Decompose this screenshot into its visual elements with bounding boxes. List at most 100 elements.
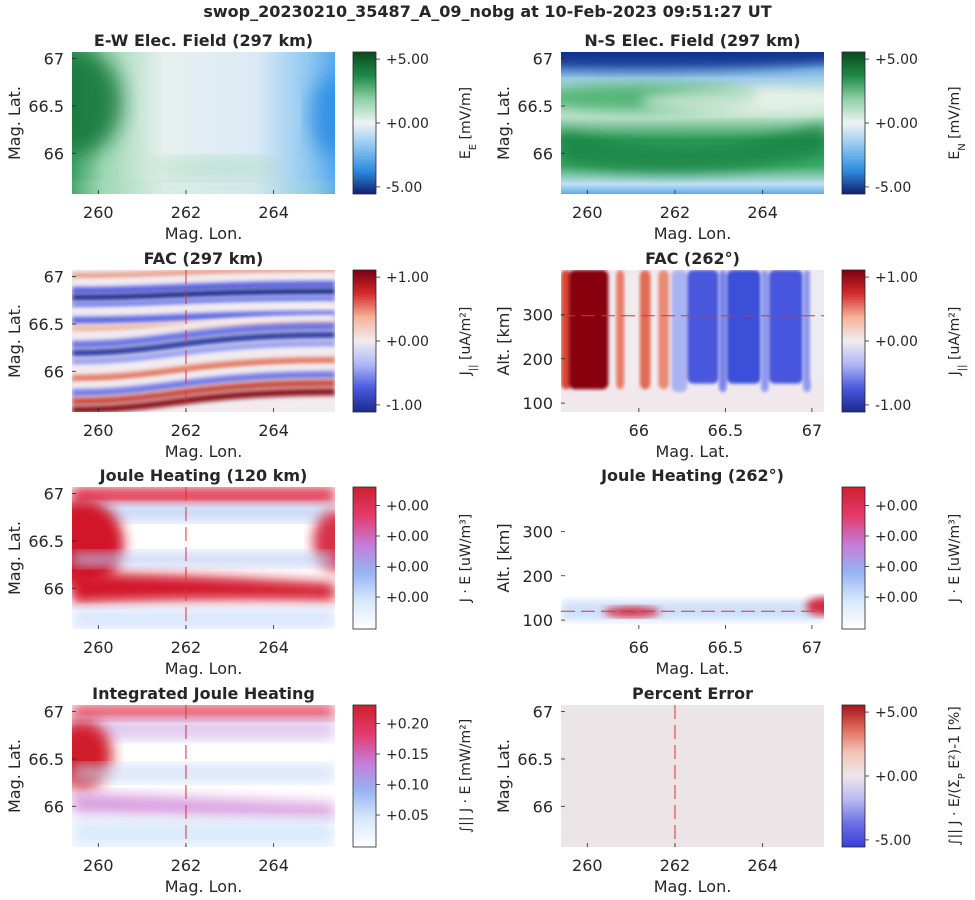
y-tick-label: 66.5	[28, 532, 64, 551]
x-tick-label: 264	[258, 856, 289, 875]
colorbar-tick-label: +0.00	[386, 560, 429, 576]
y-tick-label: 66.5	[28, 750, 64, 769]
heatmap	[72, 52, 335, 194]
colorbar-tick-label: +0.00	[386, 529, 429, 545]
panel-title: Integrated Joule Heating	[92, 684, 315, 703]
colorbar	[841, 486, 866, 630]
colorbar-tick-label: +0.00	[875, 116, 918, 132]
y-tick-label: 66.5	[28, 315, 64, 334]
x-axis-label: Mag. Lon.	[165, 442, 243, 461]
colorbar-label: EN [mV/m]	[947, 86, 968, 159]
colorbar-tick-label: -1.00	[386, 398, 422, 414]
y-tick-label: 100	[522, 394, 553, 413]
colorbar-tick-label: +5.00	[875, 52, 918, 68]
x-tick-label: 67	[802, 638, 822, 657]
colorbar-tick-label: +0.15	[386, 747, 429, 763]
colorbar-tick-label: +5.00	[386, 52, 429, 68]
colorbar	[841, 51, 866, 195]
x-axis-label: Mag. Lat.	[655, 442, 729, 461]
y-tick-label: 67	[44, 268, 64, 287]
y-tick-label: 66.5	[517, 97, 553, 116]
heatmap	[561, 705, 824, 847]
colorbar	[352, 269, 377, 413]
x-tick-label: 264	[747, 203, 778, 222]
colorbar-tick-label: +0.00	[875, 769, 918, 785]
panel-title: Percent Error	[632, 684, 753, 703]
y-tick-label: 200	[522, 567, 553, 586]
panel-joule-horiz: Joule Heating (120 km) 260 262 264 67 66.5 66 M…	[5, 466, 474, 678]
colorbar	[841, 704, 866, 848]
x-axis-label: Mag. Lon.	[654, 877, 732, 896]
colorbar-tick-label: +0.00	[386, 498, 429, 514]
y-tick-label: 67	[44, 703, 64, 722]
heatmap	[561, 52, 824, 194]
x-tick-label: 264	[258, 421, 289, 440]
colorbar-label: EE [mV/m]	[458, 87, 479, 159]
figure-suptitle: swop_20230210_35487_A_09_nobg at 10-Feb-…	[203, 2, 772, 21]
x-tick-label: 262	[171, 421, 202, 440]
panel-joule-vert: Joule Heating (262°) 66 66.5 67 300 200 100 Mag…	[494, 466, 963, 678]
colorbar-tick-label: +0.00	[875, 334, 918, 350]
colorbar-tick-label: +0.00	[875, 529, 918, 545]
y-tick-label: 67	[533, 50, 553, 69]
x-axis-label: Mag. Lon.	[165, 877, 243, 896]
colorbar-label: J|| [uA/m²]	[458, 307, 479, 377]
x-tick-label: 260	[83, 856, 114, 875]
y-axis-label: Mag. Lat.	[5, 739, 24, 813]
colorbar	[352, 704, 377, 848]
colorbar-label: J · E [uW/m³]	[947, 514, 963, 603]
panel-title: FAC (262°)	[645, 249, 740, 268]
x-tick-label: 264	[747, 856, 778, 875]
panel-ew-field: E-W Elec. Field (297 km) 260 262 264 67 66.5 6…	[5, 31, 479, 243]
x-axis-label: Mag. Lat.	[655, 659, 729, 678]
x-tick-label: 264	[258, 638, 289, 657]
y-axis-label: Mag. Lat.	[494, 86, 513, 160]
panel-title: N-S Elec. Field (297 km)	[584, 31, 800, 50]
y-tick-label: 67	[44, 50, 64, 69]
panel-percent-error: Percent Error 260 262 264 67 66.5 66 Mag. Lon. M…	[494, 684, 968, 896]
colorbar-tick-label: +1.00	[386, 270, 429, 286]
y-axis-label: Alt. [km]	[494, 523, 513, 592]
colorbar-tick-label: +0.00	[875, 498, 918, 514]
colorbar-tick-label: +0.05	[386, 808, 429, 824]
colorbar-tick-label: +0.00	[875, 560, 918, 576]
panel-title: E-W Elec. Field (297 km)	[94, 31, 313, 50]
y-tick-label: 66	[44, 362, 64, 381]
panel-title: Joule Heating (120 km)	[99, 466, 308, 485]
x-tick-label: 262	[660, 856, 691, 875]
y-axis-label: Mag. Lat.	[5, 86, 24, 160]
x-tick-label: 260	[83, 638, 114, 657]
x-tick-label: 260	[83, 421, 114, 440]
y-tick-label: 100	[522, 611, 553, 630]
y-axis-label: Mag. Lat.	[5, 304, 24, 378]
x-tick-label: 262	[171, 203, 202, 222]
x-axis-label: Mag. Lon.	[165, 224, 243, 243]
colorbar	[841, 269, 866, 413]
panel-fac-vert: FAC (262°) 66 66.5 67 300 200 100 Mag. Lat. Alt.…	[494, 249, 968, 461]
x-tick-label: 66	[629, 638, 649, 657]
y-tick-label: 66.5	[28, 97, 64, 116]
heatmap	[72, 487, 335, 629]
y-tick-label: 66	[44, 144, 64, 163]
heatmap	[561, 487, 824, 629]
colorbar-tick-label: -5.00	[875, 833, 911, 849]
colorbar-tick-label: -5.00	[875, 180, 911, 196]
x-tick-label: 264	[258, 203, 289, 222]
y-tick-label: 66	[533, 797, 553, 816]
x-axis-label: Mag. Lon.	[165, 659, 243, 678]
colorbar-label: J|| [uA/m²]	[947, 307, 968, 377]
heatmap	[72, 270, 335, 412]
x-tick-label: 262	[171, 638, 202, 657]
panel-fac-horiz: FAC (297 km) 260 262 264 67 66.5 66 Mag. Lon. Ma…	[5, 249, 479, 461]
x-tick-label: 262	[660, 203, 691, 222]
x-tick-label: 66.5	[708, 638, 744, 657]
colorbar-tick-label: +1.00	[875, 270, 918, 286]
panel-ns-field: N-S Elec. Field (297 km) 260 262 264 67 66.5 6…	[494, 31, 968, 243]
y-tick-label: 67	[533, 703, 553, 722]
colorbar-tick-label: +0.20	[386, 716, 429, 732]
y-tick-label: 67	[44, 485, 64, 504]
y-axis-label: Mag. Lat.	[494, 739, 513, 813]
y-axis-label: Mag. Lat.	[5, 521, 24, 595]
colorbar-tick-label: +0.00	[875, 590, 918, 606]
x-tick-label: 262	[171, 856, 202, 875]
